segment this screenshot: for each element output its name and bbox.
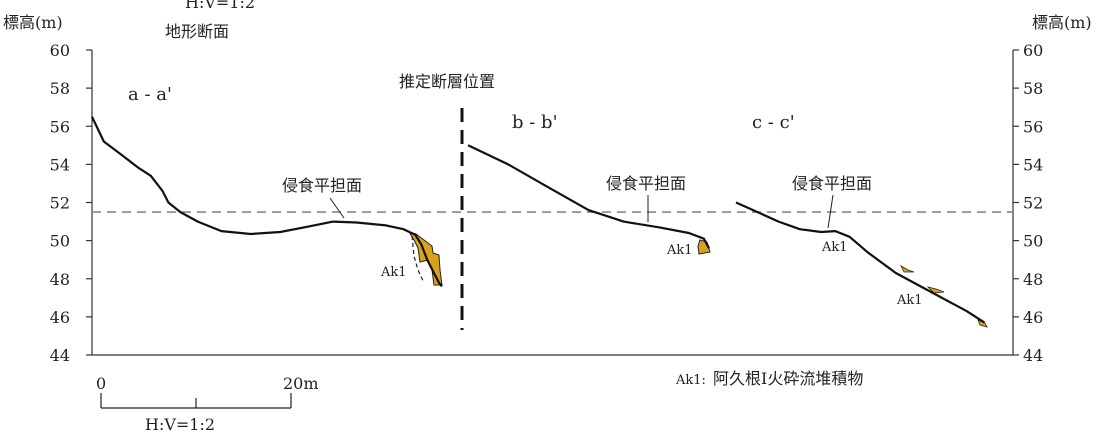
terrace-label-c: 侵食平担面 [792,174,872,193]
right-tick-label: 48 [1023,270,1043,289]
profile-line-b [467,144,710,249]
terrace-arrow-c [827,194,834,229]
left-tick-label: 54 [50,155,70,174]
deposit-label-a: Ak1 [380,265,407,280]
section-name-b: b - b' [512,112,558,133]
left-tick-label: 48 [50,270,70,289]
deposit-a-boundary [411,235,425,284]
left-tick-label: 50 [50,232,70,251]
y-ticks: 60 60 58 58 56 56 54 54 52 52 50 50 48 48 46 46 44 44 [50,41,1044,365]
right-tick-label: 56 [1023,117,1043,136]
legend: Ak1: 阿久根Ⅰ火砕流堆積物 [675,369,863,388]
axes [91,50,1014,356]
left-tick-label: 58 [50,79,70,98]
left-tick-label: 46 [50,308,70,327]
left-tick-label: 52 [50,194,70,213]
legend-code: Ak1: [675,373,706,388]
right-axis-title: 標高(m) [1032,13,1092,32]
scale-bar: 0 20m H:V=1:2 [96,374,319,434]
scale-bar-end: 20m [283,374,319,393]
top-scale-label: H:V=1:2 [185,0,255,12]
left-tick-label: 56 [50,117,70,136]
terrace-arrow-a [329,197,345,219]
fault-label: 推定断層位置 [399,72,495,91]
profile-line-a [91,116,443,288]
section-name-c: c - c' [752,112,795,133]
legend-description: 阿久根Ⅰ火砕流堆積物 [713,369,863,388]
scale-bar-ratio: H:V=1:2 [145,415,215,434]
right-tick-label: 54 [1023,155,1043,174]
deposit-c1 [900,264,915,273]
terrace-label-b: 侵食平担面 [606,174,686,193]
left-axis-title: 標高(m) [3,13,63,32]
left-tick-label: 44 [50,346,70,365]
deposit-label-c1: Ak1 [821,240,848,255]
deposits [407,231,988,328]
right-tick-label: 58 [1023,79,1043,98]
right-tick-label: 60 [1023,41,1043,60]
scale-bar-start: 0 [96,374,106,393]
figure-title: 地形断面 [165,22,229,41]
deposit-label-c2: Ak1 [896,293,923,308]
deposit-c2 [926,286,945,294]
section-name-a: a - a' [128,84,172,105]
profiles [91,116,986,324]
right-tick-label: 44 [1023,346,1043,365]
deposit-label-b: Ak1 [666,243,693,258]
terrace-label-a: 侵食平担面 [282,176,362,195]
right-tick-label: 52 [1023,194,1043,213]
left-tick-label: 60 [50,41,70,60]
right-tick-label: 46 [1023,308,1043,327]
profile-line-c [735,201,986,324]
right-tick-label: 50 [1023,232,1043,251]
